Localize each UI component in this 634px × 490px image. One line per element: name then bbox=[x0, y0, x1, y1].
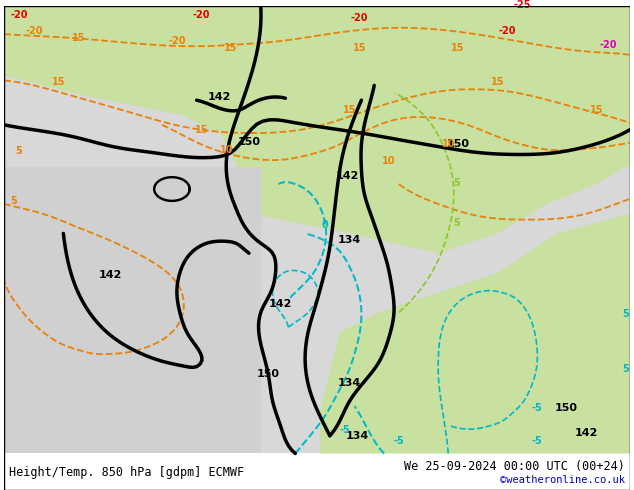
Text: 15: 15 bbox=[52, 77, 65, 87]
Bar bbox=[4, 453, 630, 490]
Text: 150: 150 bbox=[257, 368, 280, 378]
Text: 15: 15 bbox=[343, 105, 356, 115]
Text: 15: 15 bbox=[491, 77, 504, 87]
Text: 15: 15 bbox=[353, 43, 366, 53]
Polygon shape bbox=[4, 6, 630, 253]
Polygon shape bbox=[320, 214, 630, 453]
Text: 134: 134 bbox=[338, 378, 361, 389]
Text: -5: -5 bbox=[532, 403, 543, 413]
Text: 5: 5 bbox=[453, 218, 460, 227]
Text: 10: 10 bbox=[219, 145, 233, 154]
Text: -5: -5 bbox=[339, 425, 350, 435]
Text: 150: 150 bbox=[555, 403, 578, 413]
Text: 0: 0 bbox=[321, 220, 328, 230]
Text: -5: -5 bbox=[532, 436, 543, 445]
Text: 142: 142 bbox=[269, 299, 292, 310]
Text: 142: 142 bbox=[99, 270, 122, 280]
Text: 142: 142 bbox=[574, 428, 598, 438]
Text: 15: 15 bbox=[590, 105, 603, 115]
Text: ©weatheronline.co.uk: ©weatheronline.co.uk bbox=[500, 475, 625, 485]
Text: 134: 134 bbox=[346, 431, 369, 441]
Text: 5: 5 bbox=[623, 364, 630, 373]
Text: 10: 10 bbox=[441, 139, 455, 148]
Text: We 25-09-2024 00:00 UTC (00+24): We 25-09-2024 00:00 UTC (00+24) bbox=[404, 460, 625, 473]
Text: -20: -20 bbox=[10, 10, 28, 20]
Text: -20: -20 bbox=[599, 40, 617, 50]
Text: 5: 5 bbox=[453, 178, 460, 188]
Text: 142: 142 bbox=[336, 171, 359, 181]
Text: 150: 150 bbox=[237, 137, 261, 147]
Text: 5: 5 bbox=[623, 309, 630, 319]
Text: 15: 15 bbox=[195, 125, 209, 135]
Text: -25: -25 bbox=[514, 0, 531, 10]
Text: -20: -20 bbox=[168, 36, 186, 46]
Text: -5: -5 bbox=[394, 436, 404, 445]
Text: -20: -20 bbox=[25, 26, 42, 36]
Text: 10: 10 bbox=[382, 156, 396, 166]
Text: 142: 142 bbox=[207, 92, 231, 102]
Text: 15: 15 bbox=[224, 43, 238, 53]
Text: 15: 15 bbox=[72, 33, 85, 43]
Text: -20: -20 bbox=[499, 26, 516, 36]
Text: 5: 5 bbox=[16, 147, 22, 156]
Text: Height/Temp. 850 hPa [gdpm] ECMWF: Height/Temp. 850 hPa [gdpm] ECMWF bbox=[9, 466, 244, 479]
Text: 5: 5 bbox=[11, 196, 17, 206]
Text: 150: 150 bbox=[446, 139, 470, 148]
Text: -20: -20 bbox=[193, 10, 210, 20]
Text: -20: -20 bbox=[351, 13, 368, 23]
Text: 15: 15 bbox=[451, 43, 465, 53]
Bar bbox=[4, 167, 261, 453]
Text: 134: 134 bbox=[338, 235, 361, 245]
